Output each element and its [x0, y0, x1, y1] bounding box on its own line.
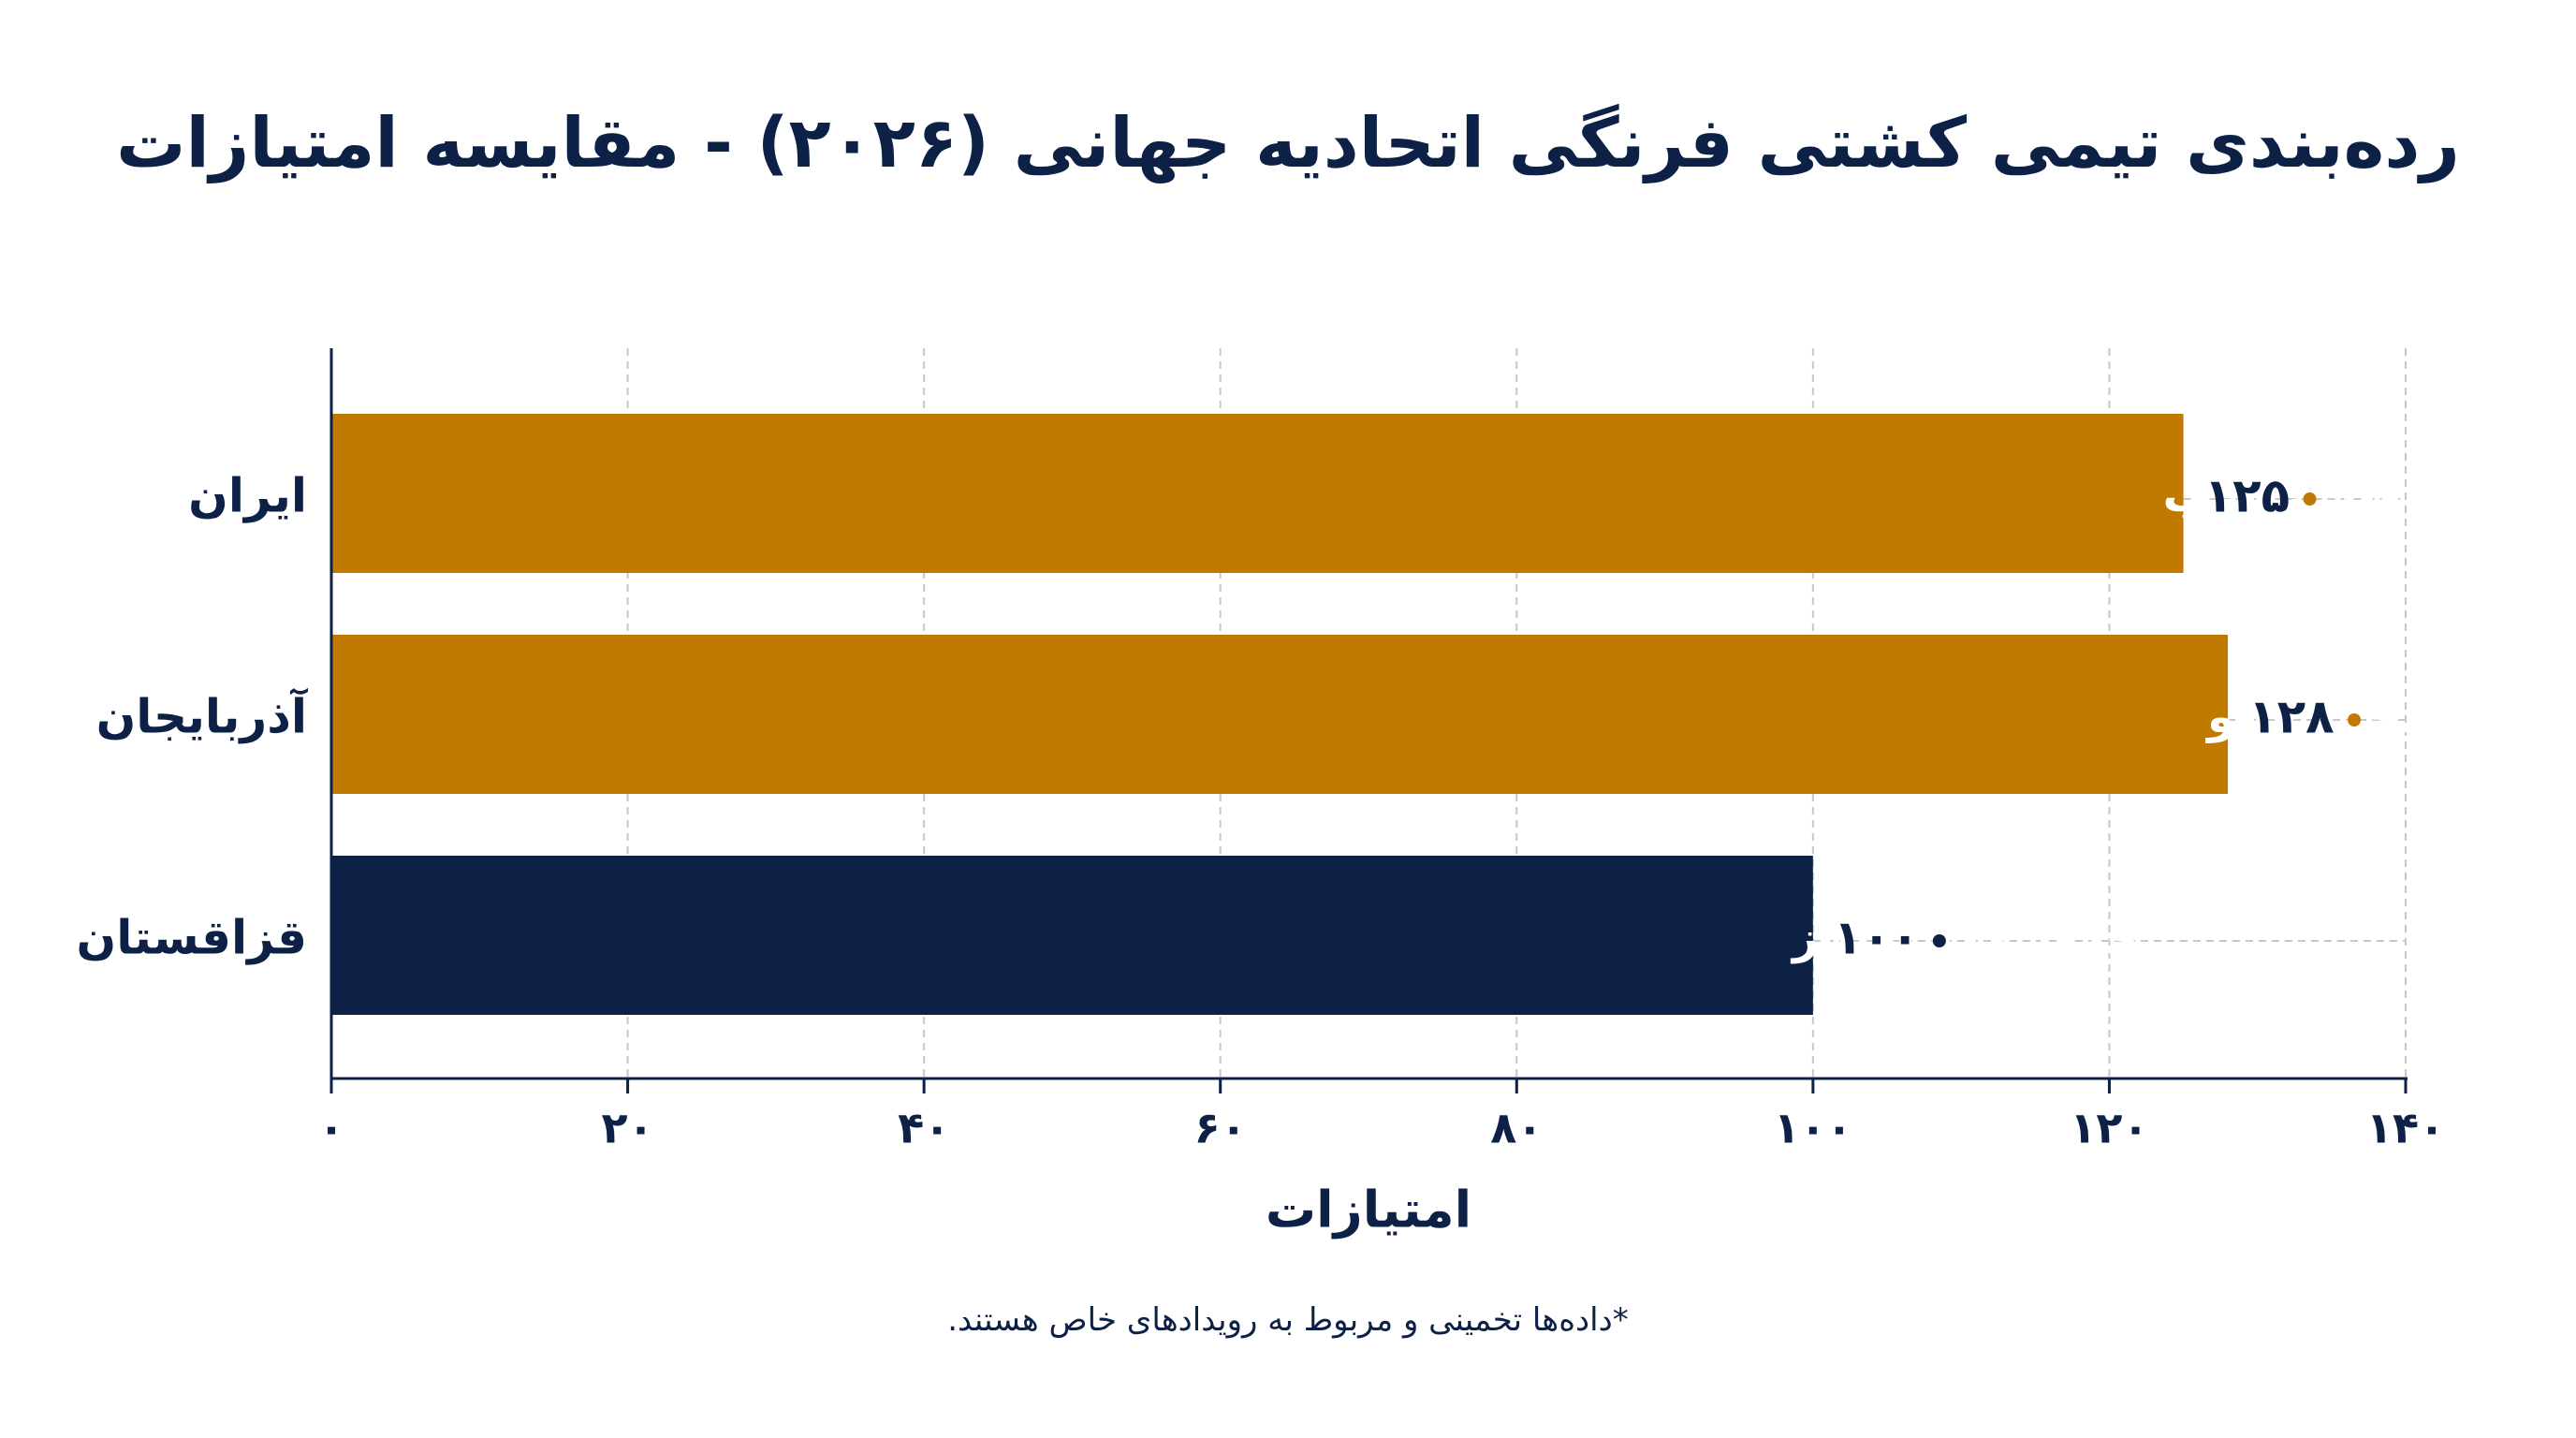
chart-title: رده‌بندی تیمی کشتی فرنگی اتحادیه جهانی (… [116, 103, 2460, 183]
value-label: ۱۰۰ [1834, 911, 1920, 965]
bar-label: ۱۲۸ امتیاز - محمد مالو [2205, 691, 2576, 743]
value-marker-dot [1932, 934, 1946, 947]
footnote: *داده‌ها تخمینی و مربوط به رویدادهای خاص… [947, 1301, 1629, 1339]
value-label: ۱۲۵ [2204, 469, 2291, 523]
x-tick-label: ۲۰ [601, 1103, 653, 1153]
x-axis-title: امتیازات [1266, 1181, 1471, 1240]
x-tick-label: ۱۰۰ [1774, 1103, 1852, 1153]
category-label: آذربایجان [96, 688, 309, 744]
x-tick-label: ۱۲۰ [2070, 1103, 2148, 1153]
x-tick-label: ۸۰ [1490, 1103, 1543, 1153]
value-label: ۱۲۸ [2248, 690, 2334, 744]
bar [331, 414, 2184, 573]
x-tick-label: ۰ [318, 1103, 344, 1153]
category-label: قزاقستان [77, 911, 307, 966]
x-tick-label: ۴۰ [898, 1103, 950, 1153]
bar [331, 856, 1813, 1015]
x-tick-label: ۶۰ [1194, 1103, 1247, 1153]
value-marker-dot [2303, 492, 2317, 506]
bar-label: ۱۲۵ امتیاز - اوپن زاگرب [2163, 470, 2576, 522]
bar [331, 635, 2229, 794]
x-tick-label: ۱۴۰ [2366, 1103, 2445, 1153]
bar-label: حدود ۱۰۰ امتیاز [1791, 912, 2138, 964]
value-marker-dot [2348, 713, 2362, 726]
category-label: ایران [188, 469, 307, 524]
